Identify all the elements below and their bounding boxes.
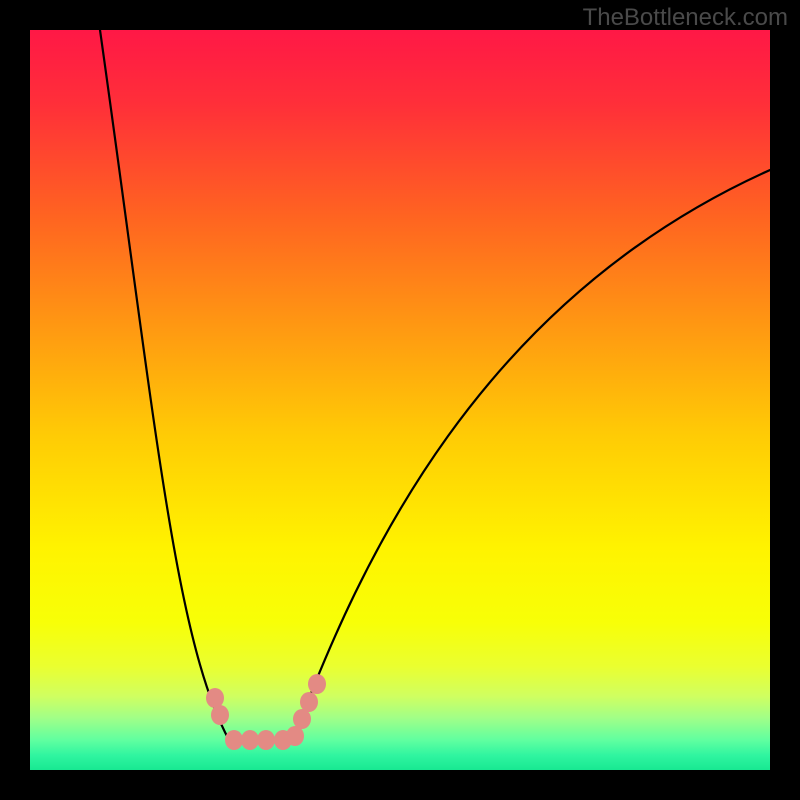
marker-point xyxy=(286,726,304,746)
plot-gradient-background xyxy=(30,30,770,770)
marker-point xyxy=(257,730,275,750)
marker-point xyxy=(225,730,243,750)
chart-frame: TheBottleneck.com xyxy=(0,0,800,800)
marker-point xyxy=(308,674,326,694)
watermark-text: TheBottleneck.com xyxy=(583,4,788,32)
marker-point xyxy=(293,709,311,729)
bottleneck-chart-svg xyxy=(0,0,800,800)
marker-point xyxy=(211,705,229,725)
marker-point xyxy=(241,730,259,750)
marker-point xyxy=(300,692,318,712)
marker-point xyxy=(206,688,224,708)
